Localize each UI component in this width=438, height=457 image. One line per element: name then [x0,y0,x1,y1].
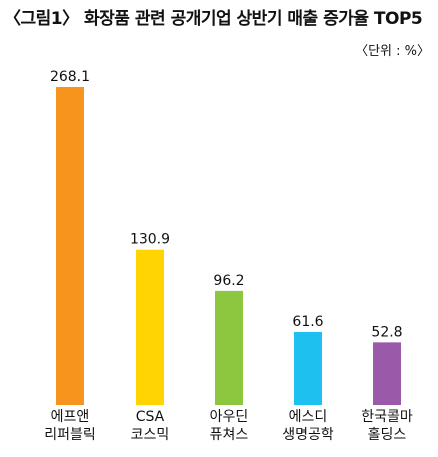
bar-value-label-4: 61.6 [292,314,323,330]
category-label-4-line-2: 생명공학 [282,427,334,443]
bar-3 [215,290,243,405]
category-label-5-line-1: 한국콜마 [361,409,413,425]
category-label-2-line-1: CSA [136,409,165,425]
bar-value-label-2: 130.9 [130,232,170,248]
bar-value-label-1: 268.1 [50,69,90,85]
category-label-5-line-2: 홀딩스 [368,427,407,443]
bar-2 [136,249,164,405]
unit-label: 〈단위 : %〉 [355,44,430,59]
bar-4 [294,331,322,405]
category-label-2-line-2: 코스믹 [131,427,170,443]
category-label-1-line-2: 리퍼블릭 [44,427,96,443]
category-label-3-line-1: 아우딘 [210,409,249,425]
bar-value-label-3: 96.2 [213,273,244,289]
bar-5 [373,342,401,405]
category-label-3-line-2: 퓨쳐스 [210,427,249,443]
bar-1 [56,87,84,405]
chart-title: 〈그림1〉 화장품 관련 공개기업 상반기 매출 증가율 TOP5 [4,9,423,29]
category-label-4-line-1: 에스디 [289,409,328,425]
category-label-1-line-1: 에프앤 [51,409,90,425]
bar-value-label-5: 52.8 [371,324,402,340]
